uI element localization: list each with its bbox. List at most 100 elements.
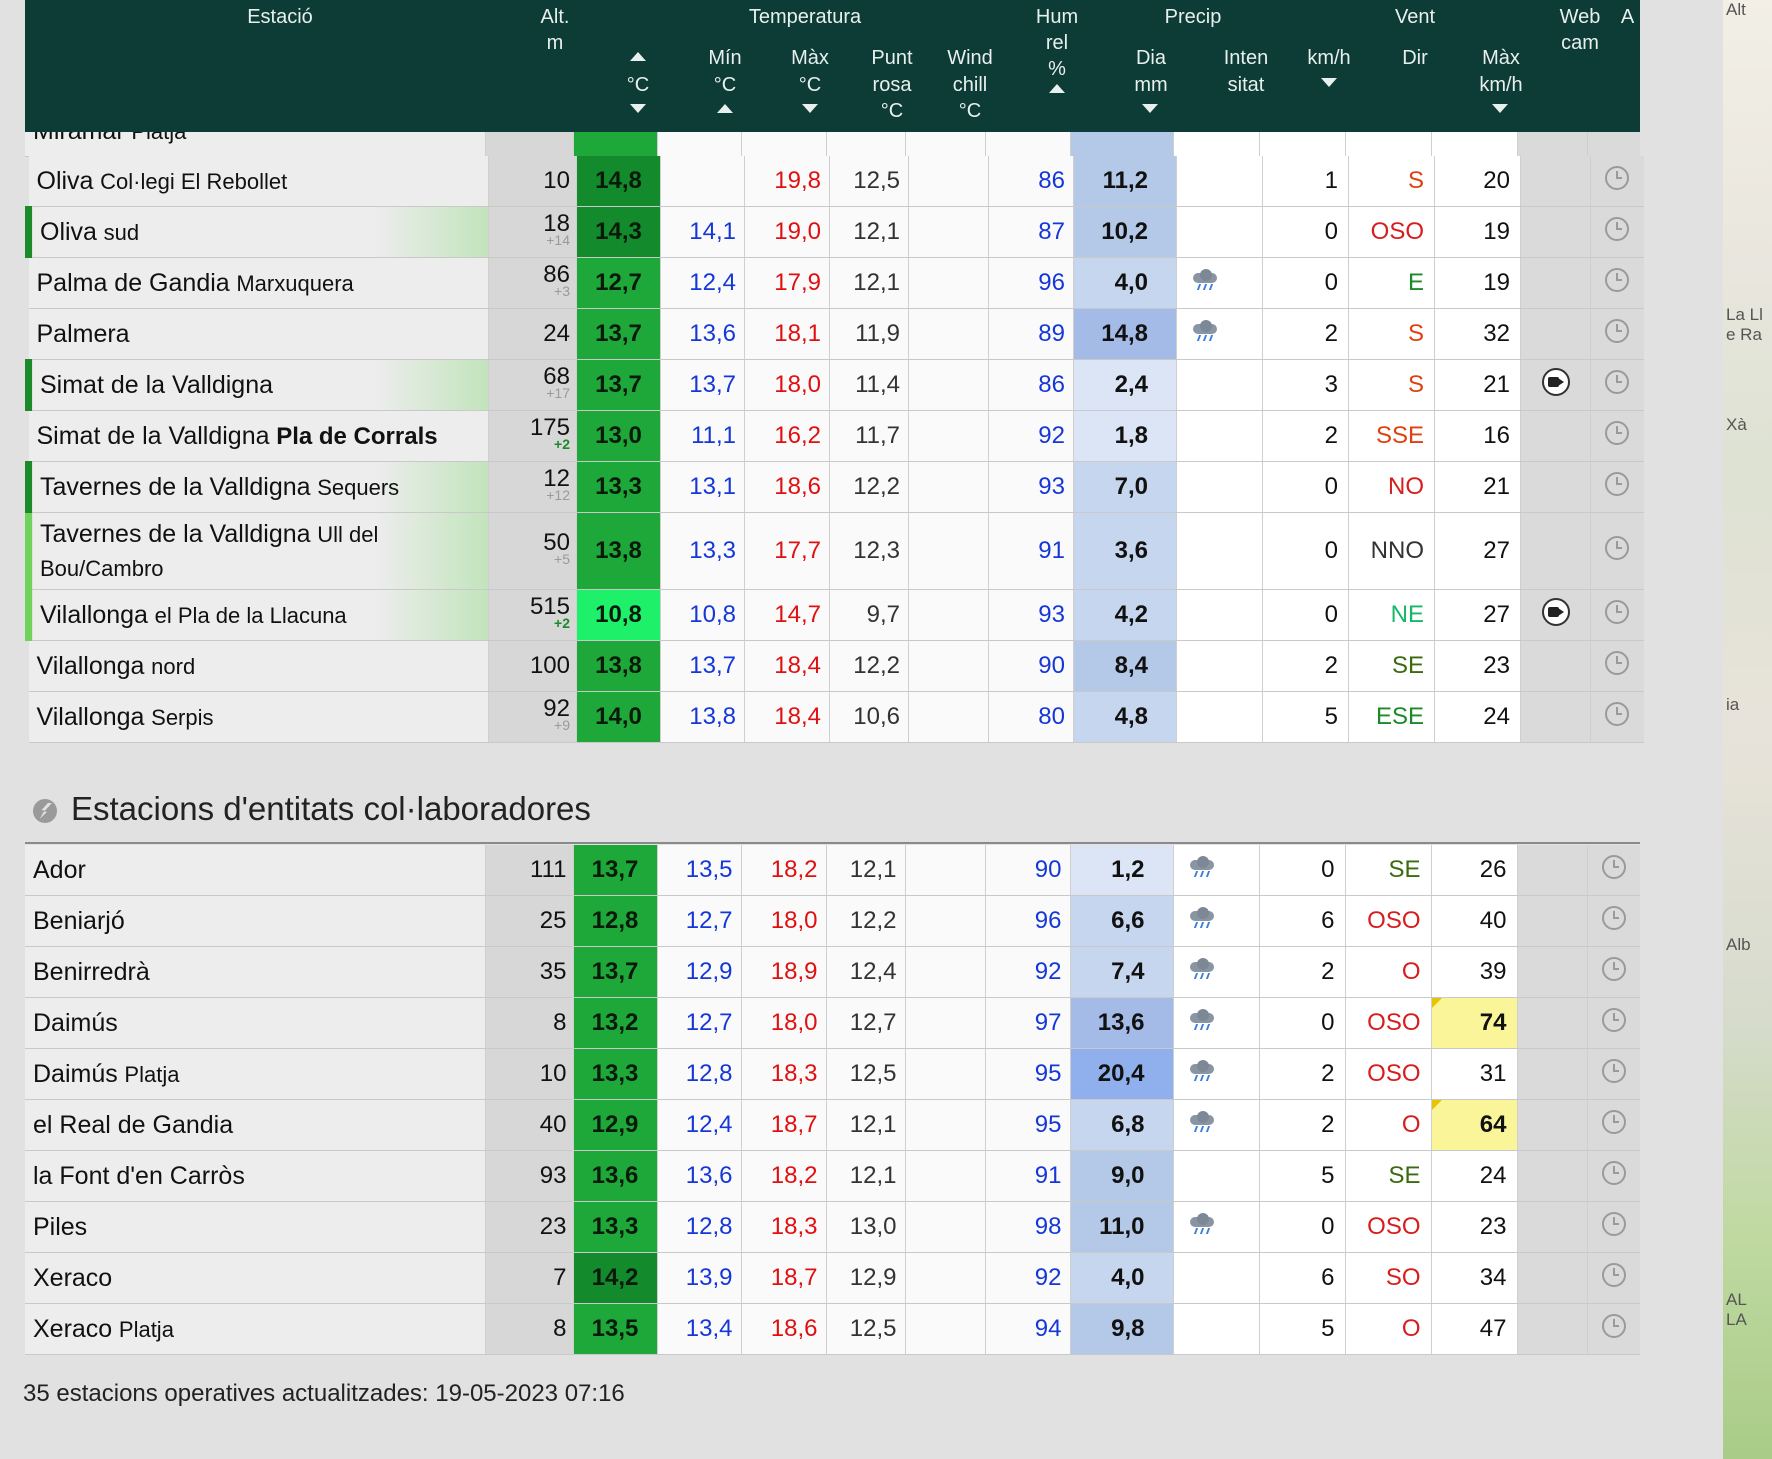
table-row[interactable]: Tavernes de la Valldigna Ull del Bou/Cam… (25, 512, 1644, 590)
station-name-cell[interactable]: Simat de la Valldigna Pla de Corrals (28, 410, 489, 462)
clock-icon[interactable] (1605, 165, 1630, 190)
history-cell[interactable] (1590, 461, 1644, 513)
history-cell[interactable] (1590, 156, 1644, 207)
history-cell[interactable] (1590, 308, 1644, 360)
history-cell[interactable] (1590, 359, 1644, 411)
table-row[interactable]: el Real de Gandia 40 12,9 12,4 18,7 12,1 95 6,8… (25, 1099, 1640, 1151)
clock-icon[interactable] (1605, 267, 1630, 292)
table-row[interactable]: Xeraco 7 14,2 13,9 18,7 12,9 92 4,0 6 SO 34 (25, 1252, 1640, 1304)
webcam-icon[interactable] (1541, 597, 1570, 626)
table-row[interactable]: Ador 111 13,7 13,5 18,2 12,1 90 1,2 0 SE 26 (25, 845, 1640, 896)
history-cell[interactable] (1590, 410, 1644, 462)
table-row[interactable]: Oliva sud 18 +14 14,3 14,1 19,0 12,1 87 10,2 0 OSO… (25, 206, 1644, 258)
station-name-cell[interactable]: Vilallonga nord (28, 640, 489, 692)
station-name-cell[interactable]: Piles (25, 1201, 486, 1253)
clock-icon[interactable] (1605, 471, 1630, 496)
clock-icon[interactable] (1601, 1058, 1626, 1083)
table-row[interactable]: Daimús Platja 10 13,3 12,8 18,3 12,5 95 20,4 2 OS… (25, 1048, 1640, 1100)
clock-icon[interactable] (1601, 956, 1626, 981)
station-name-cell[interactable]: Benirredrà (25, 946, 486, 998)
history-cell[interactable] (1587, 1048, 1640, 1100)
station-name-cell[interactable]: Xeraco Platja (25, 1303, 486, 1355)
history-cell[interactable] (1587, 997, 1640, 1049)
history-cell[interactable] (1587, 1303, 1640, 1355)
station-name-cell[interactable]: Vilallonga el Pla de la Llacuna (25, 589, 489, 641)
history-cell[interactable] (1590, 206, 1644, 258)
history-cell[interactable] (1590, 640, 1644, 692)
station-name-cell[interactable]: Palma de Gandia Marxuquera (28, 257, 489, 309)
header-dia[interactable]: Dia (1135, 47, 1166, 69)
station-name-cell[interactable]: Vilallonga Serpis (28, 691, 489, 743)
history-cell[interactable] (1587, 1150, 1640, 1202)
table-row[interactable]: Piles 23 13,3 12,8 18,3 13,0 98 11,0 0 OSO 23 (25, 1201, 1640, 1253)
header-alt[interactable]: Alt. (540, 6, 570, 28)
table-row[interactable]: la Font d'en Carròs 93 13,6 13,6 18,2 12,1 91 9… (25, 1150, 1640, 1202)
history-cell[interactable] (1587, 895, 1640, 947)
webcam-icon[interactable] (1541, 367, 1570, 396)
table-row[interactable]: Vilallonga el Pla de la Llacuna 515 +2 10,8… (25, 589, 1644, 641)
history-cell[interactable] (1590, 257, 1644, 309)
history-cell[interactable] (1587, 845, 1640, 896)
history-cell[interactable] (1590, 589, 1644, 641)
table-row[interactable]: Xeraco Platja 8 13,5 13,4 18,6 12,5 94 9,8 5 O 47 (25, 1303, 1640, 1355)
history-cell[interactable] (1590, 691, 1644, 743)
clock-icon[interactable] (1605, 369, 1630, 394)
station-name-cell[interactable]: Tavernes de la Valldigna Sequers (25, 461, 489, 513)
header-hum[interactable]: Hum (1035, 6, 1079, 28)
clock-icon[interactable] (1601, 1211, 1626, 1236)
table-row[interactable]: Simat de la Valldigna Pla de Corrals 175 +… (28, 410, 1644, 462)
station-name-cell[interactable]: Xeraco (25, 1252, 486, 1304)
clock-icon[interactable] (1601, 905, 1626, 930)
station-name-cell[interactable]: Oliva Col·legi El Rebollet (28, 156, 489, 207)
station-name-cell[interactable]: Daimús (25, 997, 486, 1049)
clock-icon[interactable] (1601, 1262, 1626, 1287)
station-name-cell[interactable]: Tavernes de la Valldigna Ull del Bou/Cam… (25, 512, 489, 590)
table-row[interactable]: Vilallonga nord 100 13,8 13,7 18,4 12,2 90 8,4 2… (28, 640, 1644, 692)
sort-up-icon[interactable] (630, 52, 646, 61)
table-row[interactable]: Vilallonga Serpis 92 +9 14,0 13,8 18,4 10,6 80 4… (28, 691, 1644, 743)
history-cell[interactable] (1587, 1252, 1640, 1304)
sort-down-icon[interactable] (630, 104, 646, 113)
history-cell[interactable] (1587, 1099, 1640, 1151)
clock-icon[interactable] (1605, 420, 1630, 445)
history-cell[interactable] (1587, 946, 1640, 998)
table-row[interactable]: Benirredrà 35 13,7 12,9 18,9 12,4 92 7,4 2 O 39 (25, 946, 1640, 998)
table-row[interactable]: Simat de la Valldigna 68 +17 13,7 13,7 18,0 11… (25, 359, 1644, 411)
clock-icon[interactable] (1605, 535, 1630, 560)
station-name-cell[interactable]: el Real de Gandia (25, 1099, 486, 1151)
clock-icon[interactable] (1605, 650, 1630, 675)
header-temp-unit[interactable]: °C (626, 74, 650, 96)
table-row[interactable]: Oliva Col·legi El Rebollet 10 14,8 19,8 12,5… (28, 156, 1644, 207)
station-name-cell[interactable]: Daimús Platja (25, 1048, 486, 1100)
history-cell[interactable] (1587, 1201, 1640, 1253)
sort-down-icon[interactable] (802, 104, 818, 113)
sort-down-icon[interactable] (1321, 78, 1337, 87)
station-name-cell[interactable]: Ador (25, 845, 486, 896)
map-panel[interactable] (1723, 0, 1772, 1459)
header-max-vent[interactable]: Màx (1482, 47, 1520, 69)
clock-icon[interactable] (1601, 1109, 1626, 1134)
clock-icon[interactable] (1601, 1007, 1626, 1032)
station-name-cell[interactable]: Simat de la Valldigna (25, 359, 489, 411)
header-kmh[interactable]: km/h (1307, 47, 1351, 69)
station-name-cell[interactable]: la Font d'en Carròs (25, 1150, 486, 1202)
table-row[interactable]: Palmera 24 13,7 13,6 18,1 11,9 89 14,8 2 S 32 (28, 308, 1644, 360)
station-name-cell[interactable]: Palmera (28, 308, 489, 360)
header-max[interactable]: Màx (791, 47, 829, 69)
sort-up-icon[interactable] (1049, 84, 1065, 93)
header-min[interactable]: Mín (708, 47, 742, 69)
sort-down-icon[interactable] (1492, 104, 1508, 113)
clock-icon[interactable] (1605, 599, 1630, 624)
history-cell[interactable] (1590, 512, 1644, 590)
sort-down-icon[interactable] (1142, 104, 1158, 113)
clock-icon[interactable] (1605, 701, 1630, 726)
header-estacio[interactable]: Estació (247, 6, 313, 28)
station-name-cell[interactable]: Oliva sud (25, 206, 489, 258)
clock-icon[interactable] (1605, 216, 1630, 241)
table-row[interactable]: Tavernes de la Valldigna Sequers 12 +12 13,… (25, 461, 1644, 513)
clock-icon[interactable] (1601, 1313, 1626, 1338)
sort-up-icon[interactable] (717, 104, 733, 113)
table-row[interactable]: Palma de Gandia Marxuquera 86 +3 12,7 12,4 17… (28, 257, 1644, 309)
clock-icon[interactable] (1601, 854, 1626, 879)
table-row[interactable]: Daimús 8 13,2 12,7 18,0 12,7 97 13,6 0 OSO 74 (25, 997, 1640, 1049)
